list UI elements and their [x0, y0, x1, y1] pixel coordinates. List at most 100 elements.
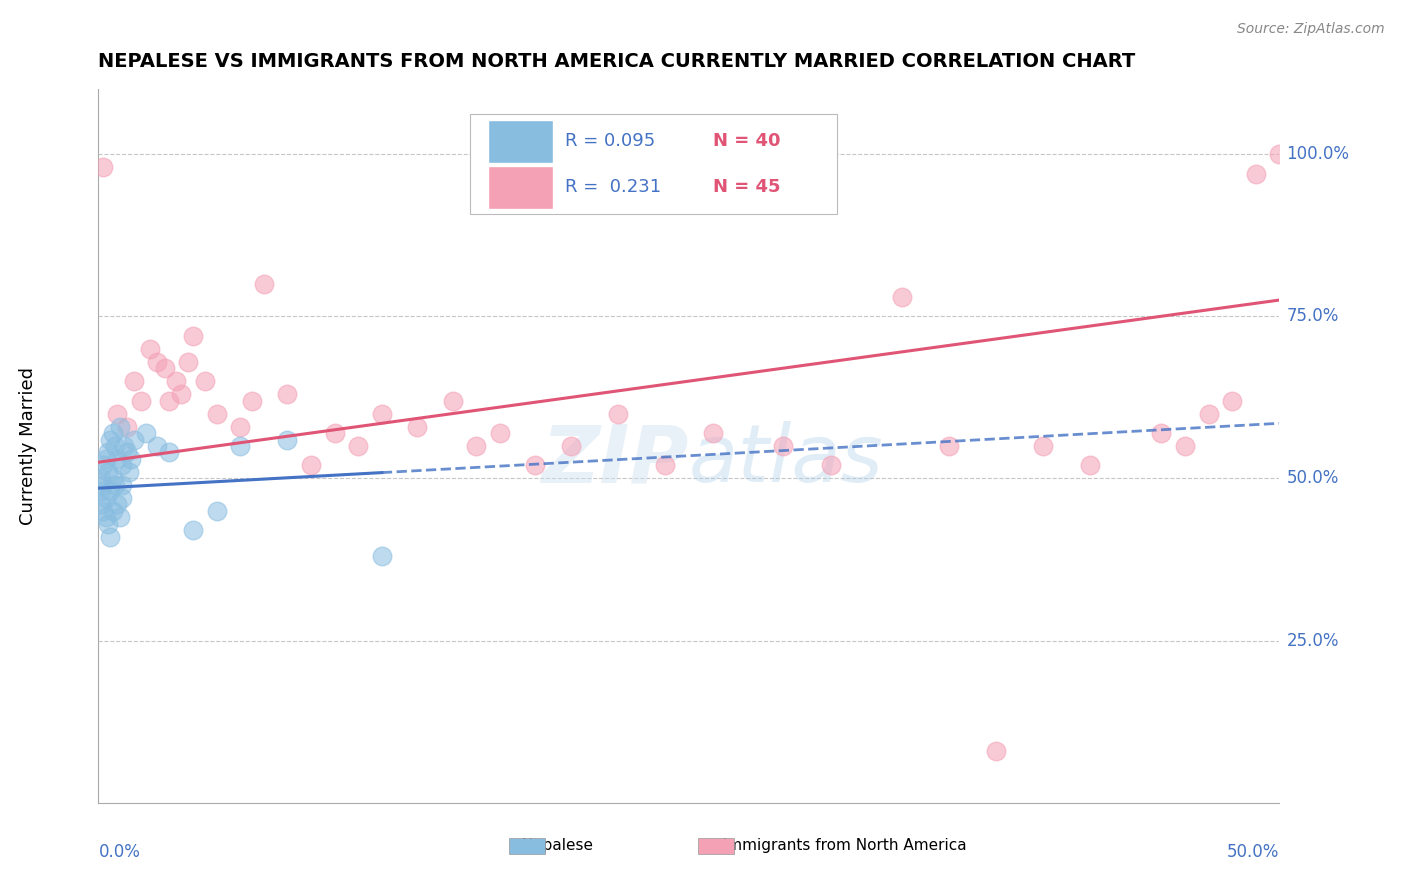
Point	[111, 458, 134, 473]
Point	[1150, 425, 1173, 440]
Text: 50.0%: 50.0%	[1227, 843, 1279, 861]
Point	[129, 393, 152, 408]
Point	[229, 439, 252, 453]
Point	[94, 491, 117, 505]
Point	[702, 425, 724, 440]
Point	[194, 374, 217, 388]
Point	[890, 290, 912, 304]
Point	[97, 516, 120, 531]
Point	[94, 510, 117, 524]
Point	[177, 354, 200, 368]
Point	[91, 478, 114, 492]
Point	[441, 393, 464, 408]
Point	[276, 433, 298, 447]
Text: Source: ZipAtlas.com: Source: ZipAtlas.com	[1237, 22, 1385, 37]
Point	[115, 445, 138, 459]
Point	[97, 445, 120, 459]
Point	[146, 354, 169, 368]
Point	[105, 407, 128, 421]
Point	[406, 419, 429, 434]
Point	[118, 465, 141, 479]
Point	[205, 407, 228, 421]
Point	[371, 549, 394, 564]
FancyBboxPatch shape	[488, 166, 553, 209]
Point	[101, 425, 124, 440]
Point	[97, 465, 120, 479]
Text: R = 0.095: R = 0.095	[565, 132, 655, 150]
Text: 25.0%: 25.0%	[1286, 632, 1339, 649]
Text: Nepalese: Nepalese	[512, 838, 593, 853]
Point	[1268, 147, 1291, 161]
Point	[1198, 407, 1220, 421]
Point	[465, 439, 488, 453]
Text: R =  0.231: R = 0.231	[565, 178, 661, 196]
Point	[240, 393, 263, 408]
Text: Currently Married: Currently Married	[20, 367, 37, 525]
Point	[560, 439, 582, 453]
Point	[524, 458, 547, 473]
Point	[654, 458, 676, 473]
Point	[98, 433, 121, 447]
Point	[1244, 167, 1267, 181]
Text: atlas: atlas	[689, 421, 884, 500]
Point	[111, 478, 134, 492]
Point	[108, 419, 131, 434]
Point	[94, 452, 117, 467]
Text: 50.0%: 50.0%	[1286, 469, 1339, 487]
Point	[299, 458, 322, 473]
Point	[170, 387, 193, 401]
Point	[90, 497, 112, 511]
Point	[91, 160, 114, 174]
Point	[820, 458, 842, 473]
Point	[772, 439, 794, 453]
Point	[121, 452, 143, 467]
Point	[181, 524, 204, 538]
Point	[165, 374, 187, 388]
Point	[105, 452, 128, 467]
Point	[90, 471, 112, 485]
FancyBboxPatch shape	[488, 120, 553, 162]
Point	[181, 328, 204, 343]
Point	[111, 491, 134, 505]
Point	[323, 425, 346, 440]
Point	[104, 439, 127, 453]
Point	[1174, 439, 1197, 453]
Point	[101, 471, 124, 485]
Point	[153, 361, 176, 376]
Point	[276, 387, 298, 401]
Point	[105, 497, 128, 511]
Point	[489, 425, 512, 440]
Text: ZIP: ZIP	[541, 421, 689, 500]
Point	[108, 510, 131, 524]
Point	[157, 393, 180, 408]
Point	[205, 504, 228, 518]
Point	[122, 433, 145, 447]
Point	[112, 439, 135, 453]
Text: N = 40: N = 40	[713, 132, 780, 150]
Point	[135, 425, 157, 440]
Point	[607, 407, 630, 421]
Text: 75.0%: 75.0%	[1286, 307, 1339, 326]
Point	[1220, 393, 1243, 408]
Point	[347, 439, 370, 453]
Point	[115, 419, 138, 434]
Point	[984, 744, 1007, 758]
Text: N = 45: N = 45	[713, 178, 780, 196]
Text: 100.0%: 100.0%	[1286, 145, 1350, 163]
Point	[938, 439, 960, 453]
Point	[122, 374, 145, 388]
Point	[253, 277, 276, 291]
Text: 0.0%: 0.0%	[98, 843, 141, 861]
Point	[91, 458, 114, 473]
Point	[1032, 439, 1054, 453]
FancyBboxPatch shape	[471, 114, 837, 214]
Point	[371, 407, 394, 421]
Point	[157, 445, 180, 459]
Text: Immigrants from North America: Immigrants from North America	[713, 838, 966, 853]
Text: NEPALESE VS IMMIGRANTS FROM NORTH AMERICA CURRENTLY MARRIED CORRELATION CHART: NEPALESE VS IMMIGRANTS FROM NORTH AMERIC…	[98, 53, 1136, 71]
Point	[146, 439, 169, 453]
Point	[90, 484, 112, 499]
Point	[104, 478, 127, 492]
Point	[229, 419, 252, 434]
Point	[98, 484, 121, 499]
